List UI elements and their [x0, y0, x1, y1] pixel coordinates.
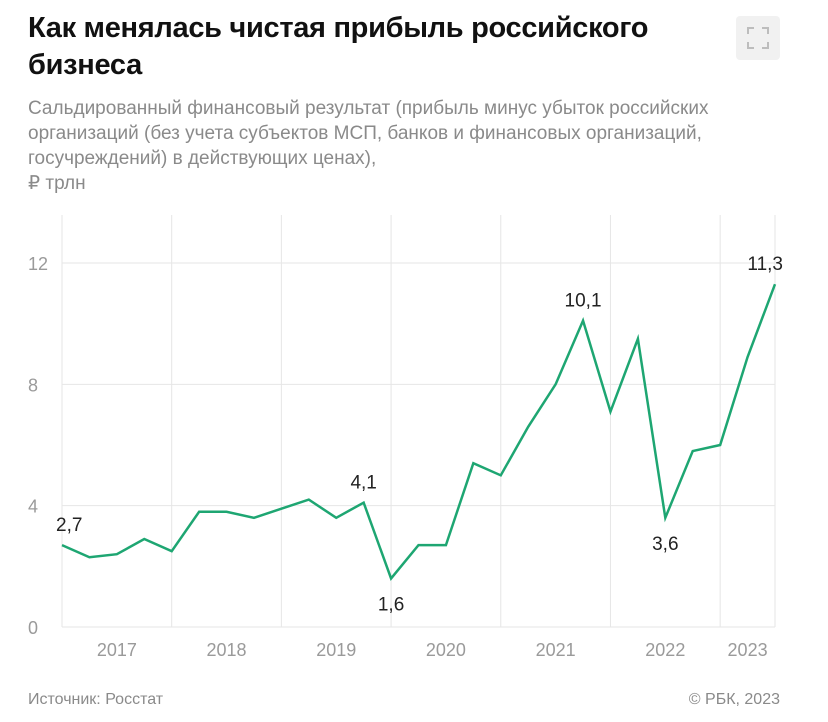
- y-tick-label: 12: [28, 254, 48, 274]
- chart-subtitle: Сальдированный финансовый результат (при…: [28, 96, 808, 196]
- x-tick-label: 2021: [536, 640, 576, 660]
- data-label: 2,7: [56, 515, 82, 536]
- data-label: 3,6: [652, 534, 678, 555]
- data-label: 4,1: [350, 473, 376, 494]
- x-tick-label: 2019: [316, 640, 356, 660]
- chart-title: Как менялась чистая прибыль российского …: [28, 12, 649, 81]
- copyright-label: © РБК, 2023: [688, 691, 780, 708]
- expand-icon: [747, 27, 769, 49]
- series-line: [61, 283, 777, 581]
- data-label: 1,6: [378, 594, 404, 615]
- x-tick-label: 2018: [207, 640, 247, 660]
- data-label: 10,1: [565, 291, 602, 312]
- y-tick-label: 4: [28, 497, 38, 517]
- y-tick-label: 8: [28, 375, 38, 395]
- x-tick-label: 2020: [426, 640, 466, 660]
- y-tick-label: 0: [28, 618, 38, 638]
- source-label: Источник: Росстат: [28, 691, 164, 708]
- x-tick-label: 2022: [645, 640, 685, 660]
- x-tick-label: 2023: [728, 640, 768, 660]
- data-label: 11,3: [747, 254, 783, 275]
- fullscreen-button[interactable]: [736, 16, 780, 60]
- subtitle-text: Сальдированный финансовый результат (при…: [28, 98, 709, 169]
- unit-label: ₽ трлн: [28, 173, 86, 194]
- x-tick-label: 2017: [97, 640, 137, 660]
